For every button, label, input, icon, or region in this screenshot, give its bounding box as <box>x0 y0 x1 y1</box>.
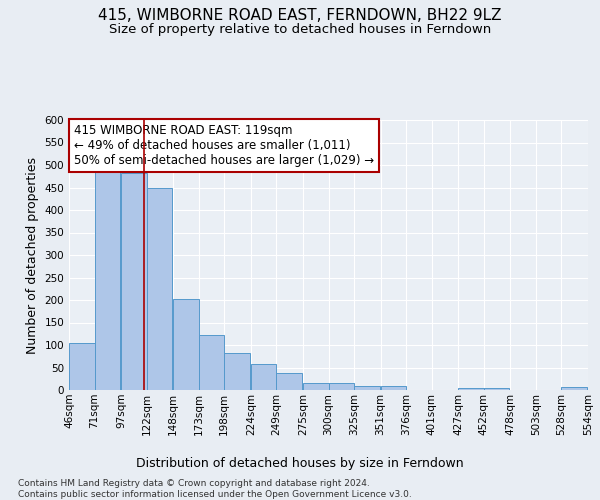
Bar <box>562 388 587 390</box>
Bar <box>380 386 406 390</box>
Text: Contains HM Land Registry data © Crown copyright and database right 2024.: Contains HM Land Registry data © Crown c… <box>18 479 370 488</box>
Bar <box>458 388 484 390</box>
Bar <box>146 188 172 390</box>
Text: Size of property relative to detached houses in Ferndown: Size of property relative to detached ho… <box>109 22 491 36</box>
Bar <box>95 171 120 390</box>
Text: 415 WIMBORNE ROAD EAST: 119sqm
← 49% of detached houses are smaller (1,011)
50% : 415 WIMBORNE ROAD EAST: 119sqm ← 49% of … <box>74 124 374 167</box>
Bar <box>199 334 224 390</box>
Bar <box>303 383 329 390</box>
Bar <box>224 352 250 390</box>
Bar <box>354 386 380 390</box>
Bar <box>69 343 95 390</box>
Bar <box>173 299 199 390</box>
Text: Contains public sector information licensed under the Open Government Licence v3: Contains public sector information licen… <box>18 490 412 499</box>
Bar <box>121 172 146 390</box>
Bar <box>484 388 509 390</box>
Text: Distribution of detached houses by size in Ferndown: Distribution of detached houses by size … <box>136 458 464 470</box>
Text: 415, WIMBORNE ROAD EAST, FERNDOWN, BH22 9LZ: 415, WIMBORNE ROAD EAST, FERNDOWN, BH22 … <box>98 8 502 22</box>
Bar <box>329 383 354 390</box>
Y-axis label: Number of detached properties: Number of detached properties <box>26 156 39 354</box>
Bar <box>251 364 277 390</box>
Bar <box>277 373 302 390</box>
